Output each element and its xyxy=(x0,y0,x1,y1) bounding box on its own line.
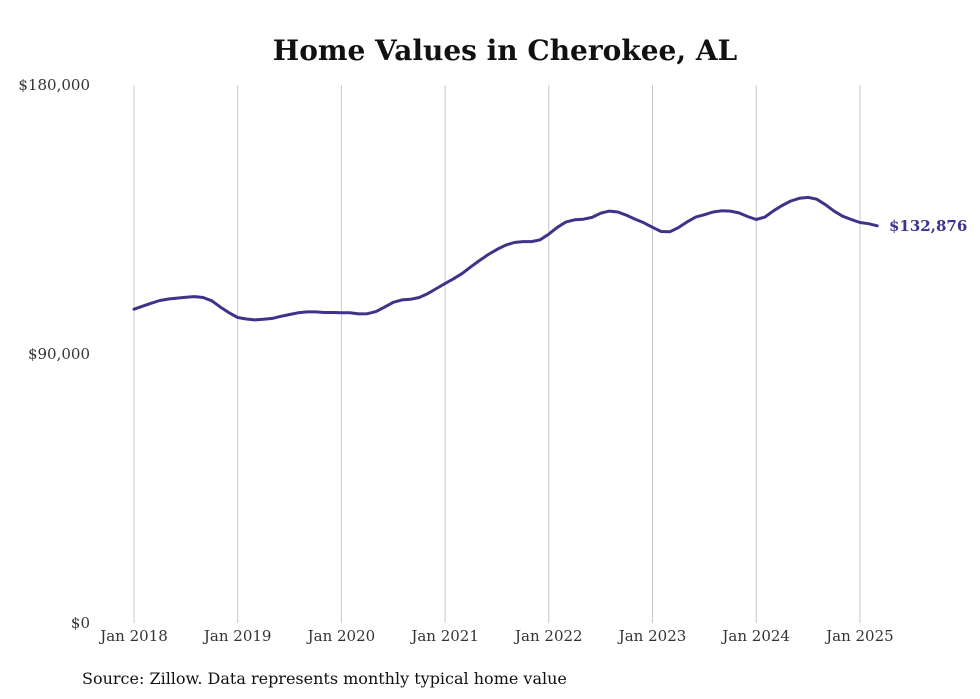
y-tick-label: $180,000 xyxy=(18,76,90,94)
end-value-label: $132,876 xyxy=(889,217,967,235)
x-tick-label: Jan 2022 xyxy=(513,627,583,645)
chart-title: Home Values in Cherokee, AL xyxy=(273,34,738,67)
x-tick-label: Jan 2023 xyxy=(617,627,687,645)
y-tick-label: $0 xyxy=(71,614,90,632)
x-tick-label: Jan 2018 xyxy=(98,627,168,645)
series-line-home-value xyxy=(132,195,879,322)
x-tick-label: Jan 2024 xyxy=(720,627,790,645)
x-tick-label: Jan 2025 xyxy=(824,627,894,645)
source-note: Source: Zillow. Data represents monthly … xyxy=(82,669,567,688)
x-tick-label: Jan 2020 xyxy=(306,627,376,645)
y-axis-tick-labels: $0 $90,000 $180,000 xyxy=(18,76,90,632)
x-tick-label: Jan 2019 xyxy=(202,627,272,645)
x-tick-label: Jan 2021 xyxy=(409,627,479,645)
grid-lines xyxy=(133,85,861,623)
y-tick-label: $90,000 xyxy=(28,345,90,363)
x-axis-tick-labels: Jan 2018 Jan 2019 Jan 2020 Jan 2021 Jan 2022… xyxy=(98,627,893,645)
